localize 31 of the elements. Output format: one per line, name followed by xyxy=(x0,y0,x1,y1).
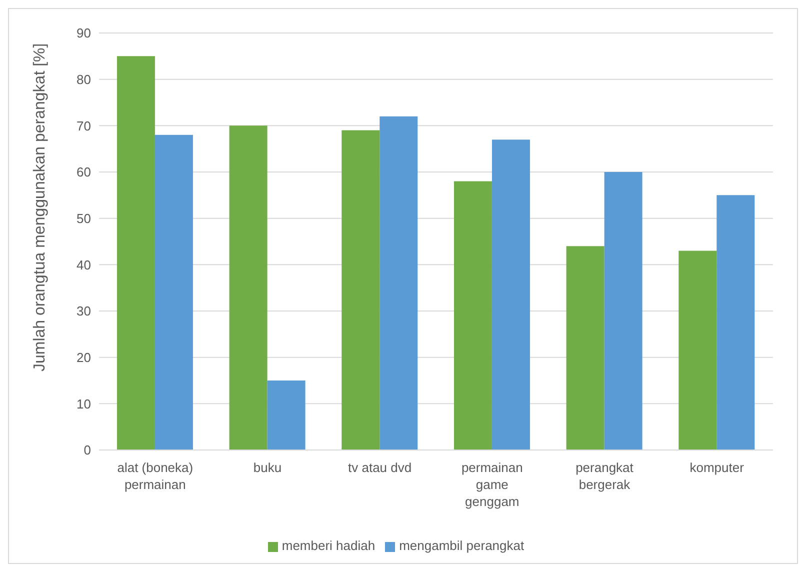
bar xyxy=(678,250,717,450)
bar xyxy=(604,172,642,450)
y-tick-label: 70 xyxy=(76,118,91,134)
bar xyxy=(342,130,380,450)
y-tick-label: 0 xyxy=(84,442,91,458)
bar xyxy=(492,140,530,450)
bar xyxy=(116,56,155,450)
y-tick-label: 30 xyxy=(76,304,91,319)
y-tick-label: 50 xyxy=(76,210,91,226)
x-tick-label: komputer xyxy=(690,460,745,475)
x-tick-label: buku xyxy=(253,460,282,475)
x-tick-label: perangkat bergerak xyxy=(576,460,634,492)
bar xyxy=(454,181,492,450)
y-axis-title: Jumlah orangtua menggunakan perangkat [%] xyxy=(32,43,49,372)
bar xyxy=(229,126,268,450)
bar xyxy=(380,116,418,450)
x-tick-label: tv atau dvd xyxy=(348,460,412,475)
x-tick-label: permainan game genggam xyxy=(461,460,523,509)
bar xyxy=(566,246,604,450)
bar xyxy=(154,134,193,450)
y-tick-label: 90 xyxy=(76,26,91,41)
x-tick-label: alat (boneka) permainan xyxy=(117,460,194,492)
legend-label: memberi hadiah xyxy=(282,538,376,553)
y-tick-label: 80 xyxy=(76,72,91,87)
y-tick-label: 10 xyxy=(76,396,91,412)
bar xyxy=(267,380,306,450)
y-tick-label: 20 xyxy=(76,350,91,365)
bar xyxy=(716,195,755,450)
y-tick-label: 40 xyxy=(76,257,91,272)
legend-label: mengambil perangkat xyxy=(399,538,524,553)
y-tick-label: 60 xyxy=(76,164,91,180)
